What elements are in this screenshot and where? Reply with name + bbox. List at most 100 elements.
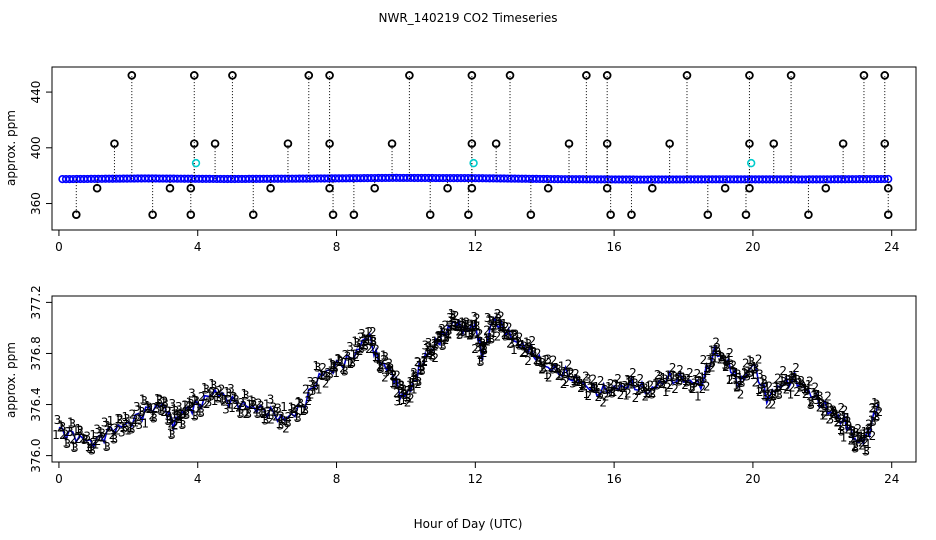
marker-1: 1 (796, 376, 804, 390)
marker-1: 1 (109, 431, 117, 445)
marker-1: 1 (627, 377, 635, 391)
marker-1: 1 (708, 343, 716, 357)
marker-2: 2 (746, 360, 754, 374)
marker-3: 3 (369, 335, 377, 349)
marker-3: 3 (239, 399, 247, 413)
marker-3: 3 (666, 370, 674, 384)
marker-1: 1 (62, 436, 70, 450)
outlier-low-marker (148, 210, 157, 219)
marker-3: 3 (826, 401, 834, 415)
outlier-mid-marker (283, 139, 293, 148)
marker-3: 3 (774, 381, 782, 395)
marker-3: 3 (244, 407, 252, 421)
marker-3: 3 (411, 370, 419, 384)
marker-2: 2 (502, 320, 510, 334)
marker-2: 2 (572, 367, 580, 381)
marker-2: 2 (417, 363, 425, 377)
marker-3: 3 (784, 373, 792, 387)
marker-2: 2 (57, 421, 65, 435)
marker-1: 1 (509, 327, 517, 341)
marker-1: 1 (497, 320, 505, 334)
marker-3: 3 (429, 350, 437, 364)
marker-1: 1 (347, 355, 355, 369)
marker-3: 3 (294, 411, 302, 425)
marker-3: 3 (614, 380, 622, 394)
outlier-minor-marker (602, 183, 612, 193)
marker-3: 3 (377, 362, 385, 376)
top-y-tick-label: 360 (29, 192, 43, 215)
outlier-minor-marker (543, 183, 553, 193)
marker-3: 3 (641, 381, 649, 395)
marker-1: 1 (315, 383, 323, 397)
marker-1: 1 (733, 366, 741, 380)
marker-2: 2 (365, 325, 373, 339)
marker-1: 1 (475, 354, 483, 368)
marker-1: 1 (131, 415, 139, 429)
marker-1: 1 (458, 316, 466, 330)
marker-1: 1 (431, 335, 439, 349)
marker-2: 2 (752, 375, 760, 389)
marker-3: 3 (845, 419, 853, 433)
marker-2: 2 (646, 378, 654, 392)
marker-2: 2 (599, 395, 607, 409)
marker-1: 1 (437, 324, 445, 338)
marker-1: 1 (177, 406, 185, 420)
marker-1: 1 (745, 364, 753, 378)
marker-1: 1 (607, 385, 615, 399)
marker-2: 2 (876, 405, 884, 419)
marker-2: 2 (490, 321, 498, 335)
marker-2: 2 (463, 316, 471, 330)
marker-2: 2 (730, 365, 738, 379)
marker-1: 1 (657, 376, 665, 390)
marker-1: 1 (828, 404, 836, 418)
marker-3: 3 (831, 407, 839, 421)
marker-2: 2 (545, 370, 553, 384)
marker-1: 1 (588, 380, 596, 394)
marker-3: 3 (301, 403, 309, 417)
marker-1: 1 (312, 359, 320, 373)
marker-3: 3 (341, 364, 349, 378)
marker-3: 3 (704, 362, 712, 376)
marker-3: 3 (479, 336, 487, 350)
marker-2: 2 (255, 397, 263, 411)
marker-1: 1 (820, 397, 828, 411)
outlier-minor-marker (165, 183, 175, 193)
marker-3: 3 (262, 413, 270, 427)
marker-3: 3 (494, 319, 502, 333)
marker-3: 3 (557, 369, 565, 383)
marker-3: 3 (165, 409, 173, 423)
outlier-minor-marker (186, 183, 196, 193)
top-x-tick-label: 4 (194, 240, 202, 254)
marker-3: 3 (254, 407, 262, 421)
marker-2: 2 (530, 346, 538, 360)
marker-3: 3 (442, 332, 450, 346)
marker-1: 1 (543, 368, 551, 382)
marker-2: 2 (250, 398, 258, 412)
marker-1: 1 (74, 422, 82, 436)
x-axis-label: Hour of Day (UTC) (414, 517, 523, 531)
marker-3: 3 (183, 408, 191, 422)
marker-1: 1 (356, 341, 364, 355)
marker-3: 3 (158, 404, 166, 418)
marker-2: 2 (295, 396, 303, 410)
marker-1: 1 (107, 414, 115, 428)
marker-2: 2 (109, 428, 117, 442)
marker-1: 1 (474, 333, 482, 347)
marker-1: 1 (455, 317, 463, 331)
marker-2: 2 (868, 401, 876, 415)
marker-3: 3 (401, 388, 409, 402)
marker-1: 1 (364, 325, 372, 339)
marker-3: 3 (279, 414, 287, 428)
marker-3: 3 (700, 372, 708, 386)
marker-1: 1 (275, 417, 283, 431)
outlier-low-marker (741, 210, 751, 219)
marker-3: 3 (562, 367, 570, 381)
marker-1: 1 (479, 342, 487, 356)
marker-3: 3 (830, 405, 838, 419)
marker-2: 2 (505, 320, 513, 334)
top-y-tick-label: 440 (29, 81, 43, 104)
marker-1: 1 (871, 409, 879, 423)
marker-2: 2 (694, 367, 702, 381)
marker-3: 3 (192, 394, 200, 408)
marker-1: 1 (555, 368, 563, 382)
